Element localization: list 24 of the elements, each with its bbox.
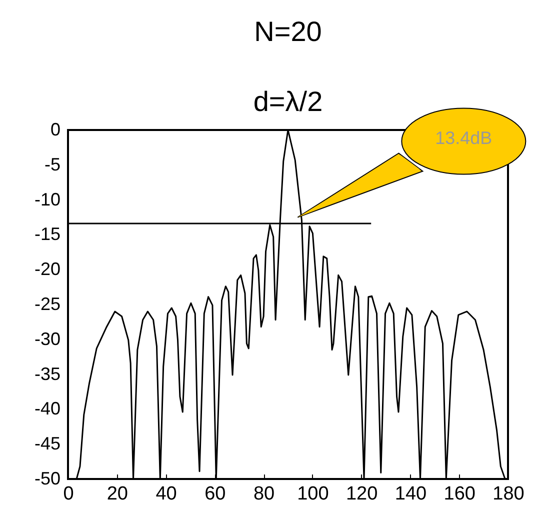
y-tick-label: -50 [34, 468, 60, 488]
x-tick-label: 60 [204, 484, 226, 504]
y-tick-label: -35 [34, 364, 60, 384]
y-tick-label: 0 [50, 120, 60, 140]
y-tick-label: -10 [34, 189, 60, 210]
y-tick-label: -30 [34, 328, 60, 349]
chart-subtitle: d=λ/2 [253, 86, 323, 117]
x-tick-label: 160 [444, 484, 476, 504]
chart-title: N=20 [254, 16, 322, 47]
x-tick-label: 120 [346, 484, 378, 504]
annotation: 13.4dB [435, 128, 492, 148]
x-tick-label: 140 [394, 484, 427, 504]
y-tick-label: -40 [34, 398, 60, 419]
y-tick-label: -25 [34, 294, 60, 314]
y-tick-label: -15 [34, 224, 60, 244]
x-tick-label: 40 [156, 484, 177, 504]
y-tick-label: -5 [44, 154, 60, 174]
x-tick-label: 180 [492, 484, 524, 504]
y-tick-label: -20 [34, 259, 60, 280]
x-tick-label: 100 [297, 484, 329, 504]
x-tick-label: 80 [253, 484, 275, 504]
x-tick-label: 20 [106, 484, 128, 504]
x-tick-label: 0 [63, 484, 74, 504]
y-tick-label: -45 [34, 434, 60, 454]
